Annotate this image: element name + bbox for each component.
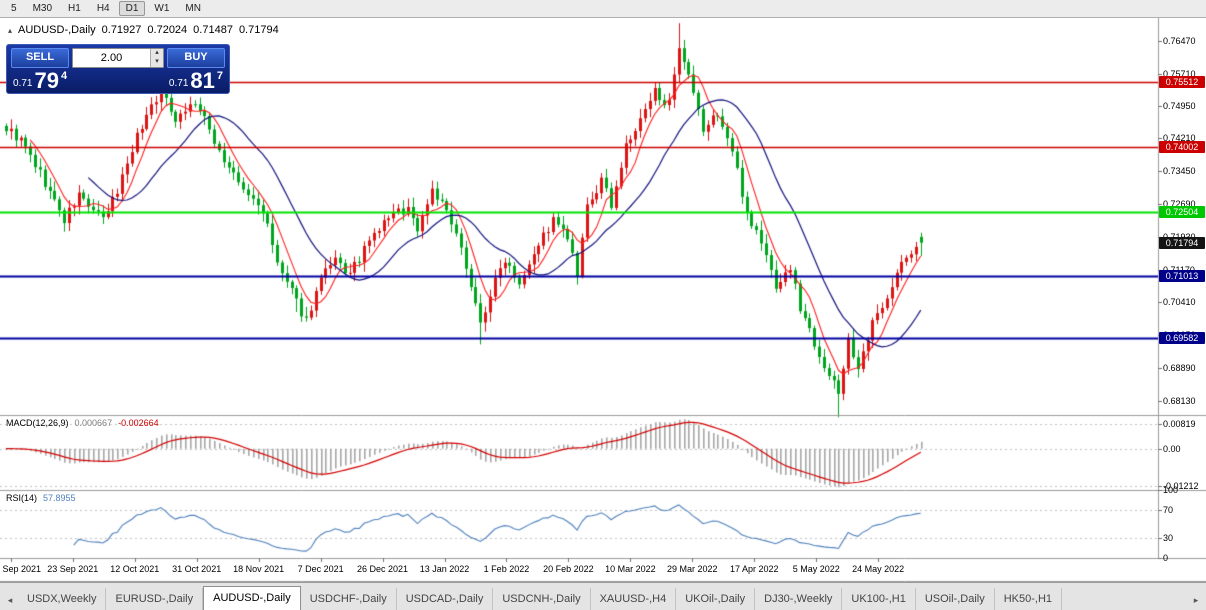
sell-price: 0.71 79 4 — [13, 68, 68, 93]
time-axis-label: 1 Feb 2022 — [483, 564, 530, 574]
expand-icon[interactable]: ▴ — [8, 25, 13, 35]
timeframe-button-h4[interactable]: H4 — [96, 3, 110, 14]
time-axis-label: 5 May 2022 — [792, 564, 840, 574]
rsi-name: RSI(14) — [6, 493, 38, 503]
price-tick: 0.71170 — [1163, 265, 1195, 275]
time-axis-label: 5 Sep 2021 — [0, 564, 42, 574]
chart-tab[interactable]: DJ30-,Weekly — [755, 588, 843, 610]
chart-tab[interactable]: USDCHF-,Daily — [301, 588, 397, 610]
price-badge: 0.71794 — [1159, 236, 1205, 249]
time-axis-label: 31 Oct 2021 — [172, 564, 222, 574]
ohlc-low: 0.71487 — [193, 24, 233, 36]
time-axis-label: 23 Sep 2021 — [47, 564, 99, 574]
buy-price-big: 81 — [190, 68, 215, 93]
rsi-value: 57.8955 — [43, 493, 76, 503]
time-axis-label: 7 Dec 2021 — [297, 564, 344, 574]
macd-signal-value: -0.002664 — [118, 418, 159, 428]
timeframe-button-5[interactable]: 5 — [11, 3, 17, 14]
time-axis-label: 26 Dec 2021 — [357, 564, 409, 574]
buy-price-small: 0.71 — [168, 78, 189, 89]
macd-name: MACD(12,26,9) — [6, 418, 69, 428]
macd-tick: -0.01212 — [1163, 480, 1199, 491]
chart-tab[interactable]: HK50-,H1 — [995, 588, 1063, 610]
buy-price-sup: 7 — [216, 70, 223, 82]
chart-symbol-label: AUDUSD-,Daily — [18, 24, 96, 36]
time-axis-label: 10 Mar 2022 — [605, 564, 656, 574]
chart-tab[interactable]: USOil-,Daily — [916, 588, 995, 610]
lot-spinner: ▴ ▾ — [150, 49, 163, 67]
price-tick: 0.70410 — [1163, 297, 1196, 308]
price-tick: 0.68130 — [1163, 395, 1196, 406]
macd-tick: 0.00 — [1163, 443, 1181, 454]
trade-prices-row: 0.71 79 4 0.71 81 7 — [11, 68, 225, 93]
timeframe-button-h1[interactable]: H1 — [68, 3, 81, 14]
timeframe-button-d1[interactable]: D1 — [118, 1, 146, 16]
price-axis: 0.76470 0.75710 0.74950 0.74210 0.73450 0.726… — [1158, 18, 1206, 582]
one-click-trade-panel: SELL 2.00 ▴ ▾ BUY 0.71 79 4 0.71 — [6, 44, 230, 94]
price-badge: 0.69582 — [1159, 332, 1205, 345]
rsi-tick: 30 — [1163, 532, 1174, 543]
tab-scroll-left-icon[interactable]: ◂ — [7, 595, 13, 605]
price-badge: 0.72504 — [1159, 206, 1205, 218]
price-tick: 0.73450 — [1163, 166, 1196, 177]
price-badge: 0.71013 — [1159, 270, 1205, 283]
timeframe-button-m30[interactable]: M30 — [32, 3, 53, 14]
lot-size-box: 2.00 ▴ ▾ — [72, 48, 164, 68]
time-axis-label: 12 Oct 2021 — [110, 564, 160, 574]
price-badge: 0.75512 — [1159, 76, 1205, 89]
chart-tab[interactable]: EURUSD-,Daily — [106, 588, 204, 610]
macd-label: MACD(12,26,9) 0.000667 -0.002664 — [6, 418, 159, 428]
price-tick: 0.75710 — [1163, 68, 1196, 79]
ohlc-open: 0.71927 — [101, 24, 142, 36]
timeframe-button-mn[interactable]: MN — [185, 3, 201, 14]
tab-scroll-right-icon[interactable]: ▸ — [1193, 595, 1199, 605]
price-tick: 0.68890 — [1163, 362, 1196, 373]
chart-canvas[interactable] — [0, 18, 1206, 582]
lot-increase-icon[interactable]: ▴ — [151, 49, 163, 58]
price-tick: 0.74950 — [1163, 101, 1196, 112]
time-axis: 5 Sep 2021 23 Sep 2021 12 Oct 2021 31 Oct 2… — [0, 558, 1158, 582]
price-tick: 0.74210 — [1163, 133, 1196, 144]
price-badge: 0.74002 — [1159, 141, 1205, 154]
price-tick: 0.72690 — [1163, 198, 1196, 209]
rsi-label: RSI(14) 57.8955 — [6, 493, 76, 503]
rsi-tick: 70 — [1163, 505, 1174, 516]
chart-tab[interactable]: AUDUSD-,Daily — [203, 586, 301, 610]
timeframe-button-w1[interactable]: W1 — [154, 3, 170, 14]
time-axis-label: 20 Feb 2022 — [543, 564, 594, 574]
time-axis-label: 29 Mar 2022 — [667, 564, 718, 574]
time-axis-label: 17 Apr 2022 — [729, 564, 779, 574]
chart-window: ▴ AUDUSD-,Daily 0.71927 0.72024 0.71487 … — [0, 18, 1206, 582]
time-axis-label: 13 Jan 2022 — [419, 564, 470, 574]
timeframe-toolbar: 5 M30 H1 H4 D1 W1 MN — [0, 0, 1206, 18]
chart-tab[interactable]: USDX,Weekly — [18, 588, 107, 610]
sell-price-big: 79 — [34, 68, 59, 93]
chart-tab[interactable]: UK100-,H1 — [842, 588, 916, 610]
macd-tick: 0.00819 — [1163, 418, 1196, 429]
sell-price-small: 0.71 — [13, 78, 33, 89]
chart-tab[interactable]: XAUUSD-,H4 — [591, 588, 677, 610]
trade-controls-row: SELL 2.00 ▴ ▾ BUY — [11, 48, 225, 68]
sell-button[interactable]: SELL — [11, 48, 69, 68]
ohlc-close: 0.71794 — [238, 24, 279, 36]
chart-tab[interactable]: USDCAD-,Daily — [397, 588, 494, 610]
time-axis-label: 18 Nov 2021 — [233, 564, 285, 574]
rsi-tick: 0 — [1163, 553, 1169, 563]
chart-tab[interactable]: USDCNH-,Daily — [493, 588, 591, 610]
time-axis-label: 24 May 2022 — [852, 564, 905, 574]
rsi-tick: 100 — [1163, 485, 1179, 495]
chart-tab-bar: ◂ USDX,Weekly EURUSD-,Daily AUDUSD-,Daily US… — [0, 582, 1206, 610]
chart-title: ▴ AUDUSD-,Daily 0.71927 0.72024 0.71487 … — [8, 24, 279, 36]
chart-tab[interactable]: UKOil-,Daily — [676, 588, 756, 610]
price-tick: 0.76470 — [1163, 35, 1196, 46]
buy-price: 0.71 81 7 — [168, 68, 223, 93]
lot-size-input[interactable]: 2.00 — [100, 52, 123, 64]
macd-main-value: 0.000667 — [74, 418, 113, 428]
ohlc-high: 0.72024 — [147, 24, 188, 36]
buy-button[interactable]: BUY — [167, 48, 225, 68]
lot-decrease-icon[interactable]: ▾ — [151, 58, 163, 67]
sell-price-sup: 4 — [60, 70, 68, 82]
